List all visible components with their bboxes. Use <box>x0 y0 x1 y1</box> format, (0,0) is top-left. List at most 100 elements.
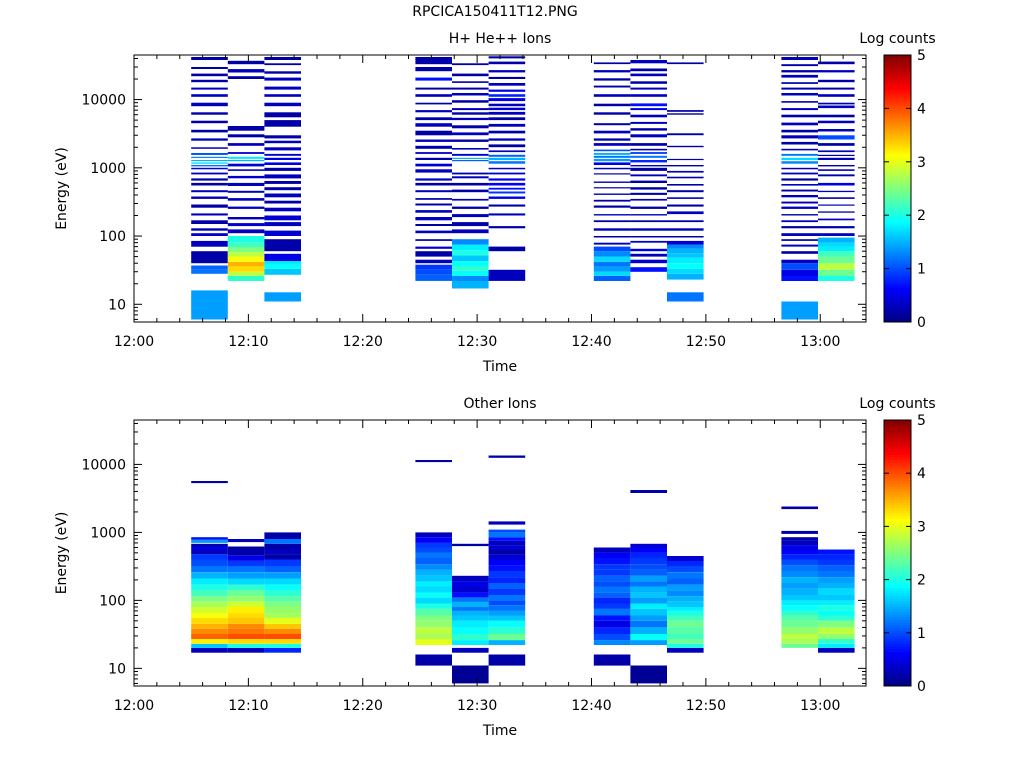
page-title: RPCICA150411T12.PNG <box>412 4 578 20</box>
heatmap-cell <box>452 73 489 77</box>
colorbar-segment <box>884 590 911 594</box>
heatmap-cell <box>415 570 452 576</box>
heatmap-cell <box>452 601 489 607</box>
heatmap-cell <box>415 123 452 127</box>
x-tick-label: 12:40 <box>571 698 611 714</box>
colorbar-segment <box>884 545 911 549</box>
heatmap-cell <box>488 545 526 550</box>
heatmap-cell <box>630 165 667 167</box>
heatmap-cell <box>667 607 704 611</box>
heatmap-cell <box>264 135 301 139</box>
heatmap-cell <box>264 157 301 160</box>
heatmap-cell <box>781 74 818 78</box>
heatmap-cell <box>781 571 818 577</box>
heatmap-cell <box>415 94 452 97</box>
heatmap-cell <box>264 71 301 74</box>
heatmap-cell <box>818 605 855 611</box>
heatmap-cell <box>488 83 526 86</box>
heatmap-cell <box>593 586 631 593</box>
heatmap-cell <box>818 237 855 243</box>
heatmap-cell <box>191 57 228 60</box>
heatmap-cell <box>488 565 526 571</box>
heatmap-cell <box>415 230 452 234</box>
heatmap-cell <box>452 172 489 175</box>
heatmap-cell <box>264 264 301 269</box>
heatmap-cell <box>488 144 526 148</box>
heatmap-cell <box>781 549 818 555</box>
colorbar-segment <box>884 638 911 642</box>
heatmap-cell <box>227 206 265 209</box>
heatmap-cell <box>630 634 667 641</box>
heatmap-cell <box>264 222 301 227</box>
colorbar-segment <box>884 486 911 490</box>
heatmap-cell <box>593 199 631 202</box>
heatmap-cell <box>191 269 228 274</box>
colorbar-segment <box>884 79 911 83</box>
colorbar-segment <box>884 518 911 522</box>
heatmap-cell <box>781 537 818 541</box>
colorbar-segment <box>884 116 911 120</box>
colorbar-segment <box>884 566 911 570</box>
heatmap-cell <box>593 251 631 257</box>
heatmap-cell <box>227 647 265 653</box>
colorbar-segment <box>884 523 911 527</box>
colorbar-segment <box>884 619 911 623</box>
heatmap-cell <box>415 102 452 105</box>
colorbar-segment <box>884 105 911 109</box>
heatmap-cell <box>415 264 452 270</box>
colorbar-segment <box>884 513 911 517</box>
heatmap-cell <box>667 197 704 199</box>
heatmap-cell <box>630 206 667 209</box>
x-axis-label: Time <box>482 723 517 739</box>
heatmap-cell <box>781 634 818 639</box>
colorbar-segment <box>884 209 911 213</box>
heatmap-cell <box>818 197 855 199</box>
heatmap-cell <box>667 253 704 258</box>
heatmap-cell <box>264 639 301 644</box>
colorbar-segment <box>884 678 911 682</box>
x-tick-label: 12:30 <box>457 698 497 714</box>
heatmap-cell <box>781 620 818 628</box>
heatmap-cell <box>781 244 818 247</box>
heatmap-cell <box>818 204 855 206</box>
heatmap-cell <box>630 160 667 163</box>
heatmap-cell <box>781 161 818 164</box>
heatmap-cell <box>630 103 667 107</box>
heatmap-cell <box>415 274 452 281</box>
y-axis-label: Energy (eV) <box>54 512 70 595</box>
colorbar-segment <box>884 563 911 567</box>
colorbar-segment <box>884 643 911 647</box>
colorbar-segment <box>884 65 911 69</box>
heatmap-cell <box>818 246 855 252</box>
heatmap-cell <box>630 259 667 264</box>
heatmap-cell <box>630 228 667 231</box>
colorbar-segment <box>884 276 911 280</box>
heatmap-cell <box>818 94 855 97</box>
colorbar-segment <box>884 632 911 636</box>
heatmap-cell <box>264 578 301 585</box>
colorbar-segment <box>884 470 911 474</box>
heatmap-cell <box>667 190 704 193</box>
heatmap-cell <box>818 165 855 167</box>
heatmap-cell <box>227 256 265 262</box>
heatmap-cell <box>191 290 228 320</box>
heatmap-cell <box>593 592 631 598</box>
colorbar-segment <box>884 273 911 278</box>
colorbar-tick-label: 3 <box>917 519 926 535</box>
heatmap-cell <box>593 85 631 88</box>
heatmap-cell <box>593 112 631 115</box>
heatmap-cell <box>488 94 526 97</box>
heatmap-cell <box>488 595 526 601</box>
colorbar-segment <box>884 611 911 615</box>
colorbar-segment <box>884 180 911 184</box>
heatmap-cell <box>781 545 818 550</box>
colorbar-tick-label: 5 <box>917 413 926 429</box>
heatmap-cell <box>593 103 631 107</box>
colorbar-segment <box>884 89 911 93</box>
heatmap-cell <box>227 596 265 602</box>
y-tick-label: 100 <box>99 593 126 609</box>
heatmap-cell <box>630 174 667 177</box>
heatmap-cell <box>593 181 631 183</box>
colorbar-tick-label: 0 <box>917 315 926 331</box>
heatmap-cell <box>781 195 818 198</box>
